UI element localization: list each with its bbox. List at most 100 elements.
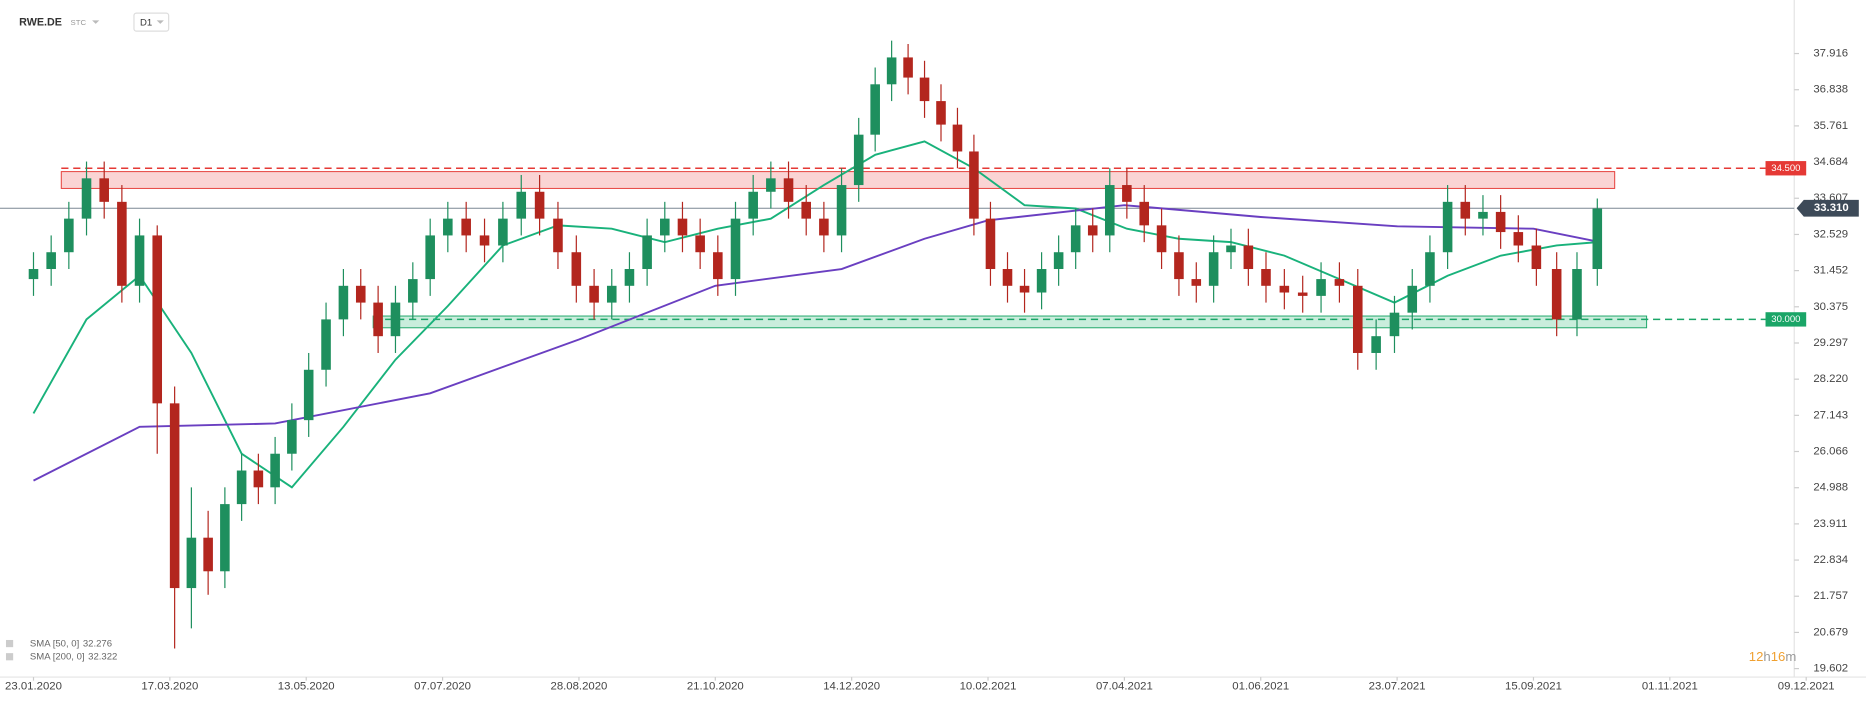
x-tick-label: 17.03.2020 (141, 681, 198, 693)
y-tick-label: 22.834 (1813, 554, 1848, 566)
candle-body (1243, 245, 1254, 270)
x-tick-label: 28.08.2020 (551, 681, 608, 693)
candle-body (886, 57, 897, 85)
candle-body (46, 252, 56, 270)
candle-body (1156, 225, 1167, 253)
interval[interactable]: D1 (140, 17, 152, 28)
candle-body (1592, 208, 1603, 270)
candle-timer: 12h16m (1749, 649, 1797, 664)
legend-entry: SMA [200, 0] 32.322 (30, 651, 117, 662)
candle-body (1513, 232, 1524, 246)
candle-body (270, 453, 280, 488)
y-tick-label: 28.220 (1813, 373, 1848, 385)
x-tick-label: 23.01.2020 (5, 681, 62, 693)
candle-body (870, 84, 880, 135)
candle-body (1389, 312, 1400, 337)
timer-part: 12 (1749, 649, 1764, 664)
candle-body (425, 235, 435, 280)
x-tick-label: 07.04.2021 (1096, 681, 1153, 693)
candle-body (1297, 292, 1308, 296)
y-tick-label: 21.757 (1813, 590, 1848, 602)
candle-body (985, 218, 996, 270)
candle-body (969, 151, 979, 219)
candle-body (783, 178, 794, 202)
candle-body (64, 218, 74, 253)
candle-body (571, 252, 582, 286)
candle-body (28, 269, 39, 280)
x-tick-label: 07.07.2020 (414, 681, 471, 693)
candle-body (479, 235, 490, 246)
candle-body (443, 218, 453, 236)
candle-body (1442, 201, 1453, 253)
dropdown-arrow[interactable] (156, 20, 164, 24)
candle-body (836, 185, 847, 236)
candle-body (801, 201, 811, 219)
candle-body (553, 218, 563, 253)
y-tick-label: 20.679 (1813, 626, 1848, 638)
candle-body (303, 369, 314, 421)
timer-part: m (1785, 649, 1796, 664)
x-tick-label: 09.12.2021 (1778, 681, 1835, 693)
level-label-box (1765, 161, 1807, 176)
candle-body (1425, 252, 1435, 286)
candle-body (1139, 201, 1150, 226)
x-tick-label: 21.10.2020 (687, 681, 744, 693)
candle-body (220, 504, 230, 572)
candle-body (1208, 252, 1219, 286)
candle-body (152, 235, 163, 404)
candle-body (117, 201, 127, 286)
legend-name: SMA [50, 0] (30, 638, 79, 649)
legend-icon (5, 653, 14, 661)
candle-body (1122, 185, 1132, 202)
y-tick-label: 36.838 (1813, 84, 1848, 96)
chart-mode[interactable]: STC (71, 18, 87, 27)
candle-body (1087, 225, 1098, 236)
y-tick-label: 24.988 (1813, 482, 1848, 494)
x-tick-label: 10.02.2021 (960, 681, 1017, 693)
candle-body (186, 537, 197, 589)
candle-body (695, 235, 705, 253)
interval-box[interactable] (133, 12, 170, 32)
y-tick-label: 34.684 (1813, 156, 1848, 168)
candle-body (589, 285, 599, 303)
symbol[interactable]: RWE.DE (19, 17, 62, 29)
candle-body (730, 218, 741, 280)
candle-body (853, 134, 864, 186)
legend-icon (5, 639, 14, 648)
candle-body (660, 218, 670, 236)
plot (0, 40, 1795, 649)
y-tick-label: 32.529 (1813, 228, 1848, 240)
x-tick-label: 14.12.2020 (823, 681, 880, 693)
y-tick-label: 29.297 (1813, 337, 1848, 349)
legend-value: 32.322 (88, 651, 117, 662)
candle-body (1551, 269, 1562, 320)
candle-body (287, 420, 297, 454)
candle-body (321, 319, 331, 370)
zone (372, 315, 1648, 329)
level-label: 30.000 (1771, 314, 1800, 325)
candle-body (498, 218, 508, 246)
candle-body (936, 101, 946, 125)
dropdown-arrow[interactable] (92, 20, 100, 24)
candle-body (1002, 269, 1013, 286)
candle-body (134, 235, 145, 286)
candle-body (203, 537, 213, 572)
candle-body (236, 470, 247, 505)
candle-body (1531, 245, 1542, 270)
candle-body (1019, 285, 1030, 293)
candle-body (1495, 211, 1506, 233)
candle-body (642, 235, 652, 270)
candle-body (713, 252, 723, 280)
x-tick-label: 15.09.2021 (1505, 681, 1562, 693)
candle-body (1226, 245, 1236, 253)
y-tick-label: 30.375 (1813, 301, 1848, 313)
last-price-tag (1796, 199, 1859, 217)
timer-part: h (1763, 649, 1770, 664)
legend-entry: SMA [50, 0] 32.276 (30, 638, 112, 649)
candle-body (355, 285, 366, 303)
legend-value: 32.276 (83, 638, 112, 649)
level-label-box (1765, 312, 1807, 327)
